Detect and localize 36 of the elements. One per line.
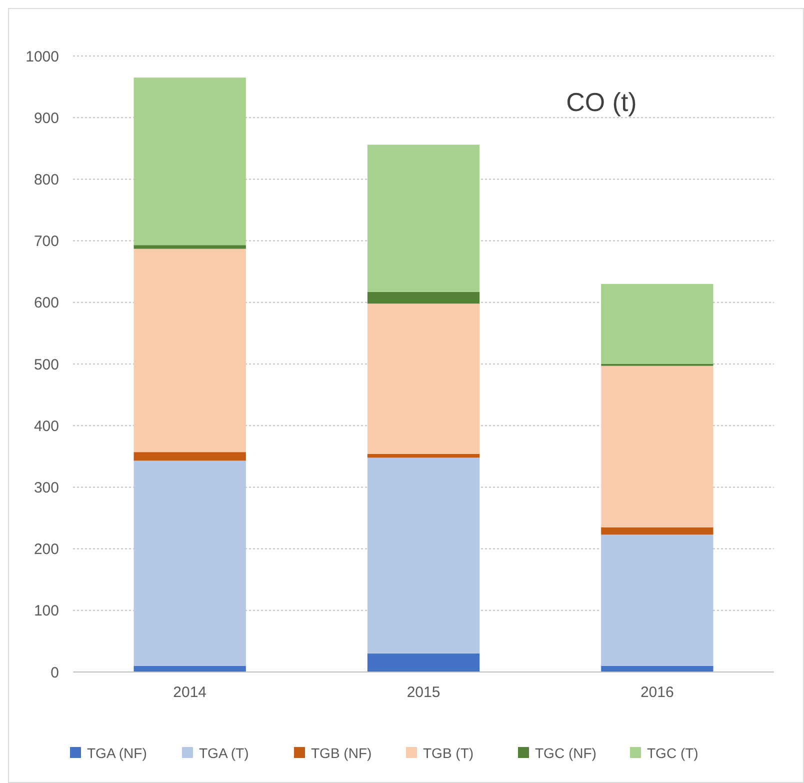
bar [134,245,246,249]
legend-label: TGC (T) [647,744,698,761]
y-tick-label: 800 [34,171,59,188]
y-tick-label: 900 [34,110,59,127]
y-tick-label: 500 [34,356,59,374]
y-tick-label: 1000 [26,48,59,66]
bar [367,454,480,458]
bar [367,144,480,292]
bar [134,78,246,246]
y-tick-label: 100 [34,602,59,620]
y-tick-label: 700 [34,233,59,250]
bar [134,248,246,452]
bar [601,366,714,528]
bar [134,452,246,461]
bar [601,284,714,364]
legend-label: TGA (NF) [87,744,147,761]
bar [367,458,480,654]
y-tick-label: 400 [34,418,59,435]
x-tick-label: 2016 [640,684,674,701]
x-tick-label: 2014 [173,684,207,701]
bar [601,527,714,535]
bar [134,460,246,666]
legend-label: TGC (NF) [535,744,596,761]
y-tick-label: 200 [34,541,59,558]
x-tick-label: 2015 [406,684,440,701]
y-tick-label: 0 [50,664,59,682]
y-tick-label: 300 [34,479,59,496]
legend-label: TGB (NF) [311,744,372,761]
y-tick-label: 600 [34,294,59,312]
text: CO (t) [566,87,637,117]
legend-label: TGB (T) [423,744,474,761]
legend-label: TGA (T) [199,744,249,761]
bar [367,654,480,672]
bar [367,292,480,304]
bar [601,534,714,666]
bar [367,304,480,454]
